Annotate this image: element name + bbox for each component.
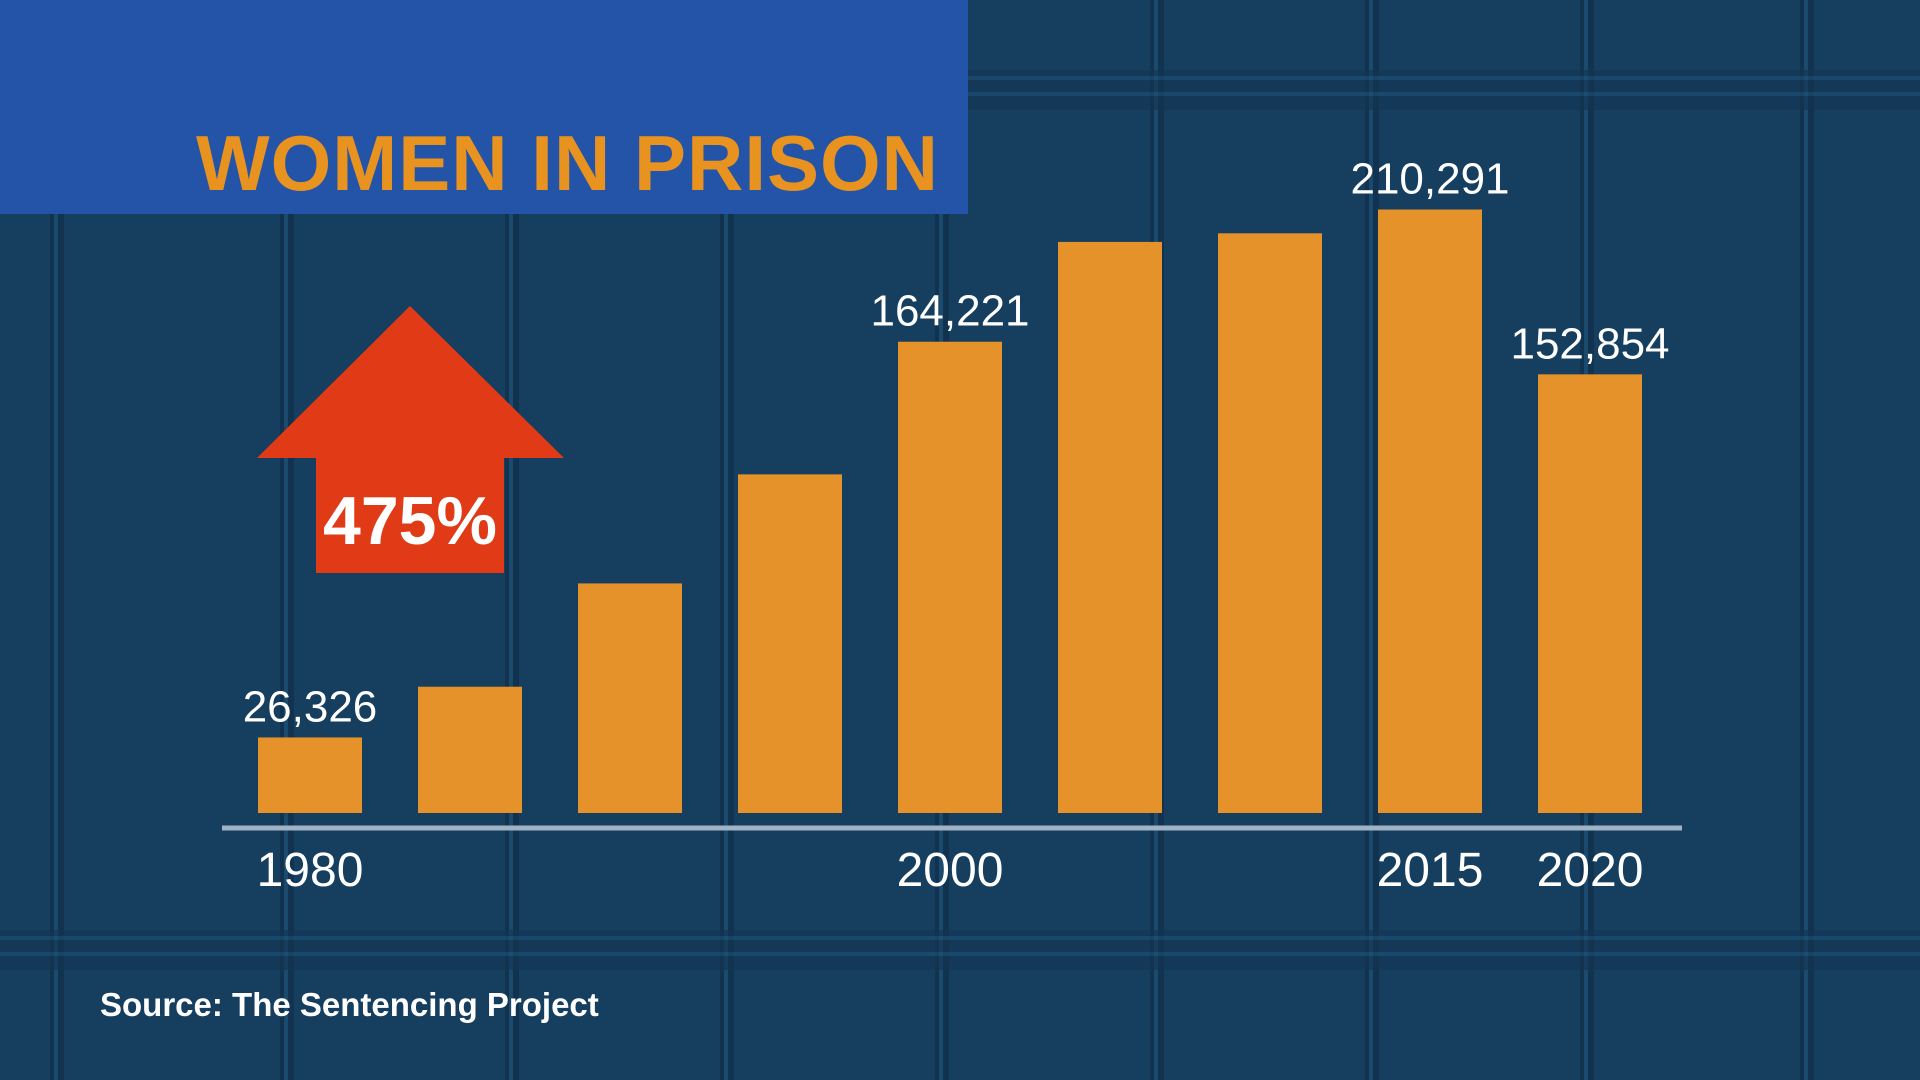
up-arrow-icon bbox=[257, 306, 564, 573]
x-tick-label-2020: 2020 bbox=[1537, 844, 1644, 897]
plaid-stripe-vertical bbox=[1800, 0, 1814, 1080]
x-tick-label-2015: 2015 bbox=[1377, 844, 1484, 897]
data-label-1980: 26,326 bbox=[243, 682, 378, 731]
plaid-stripe-vertical bbox=[1365, 0, 1379, 1080]
x-tick-group: 1980 2000 2015 2020 bbox=[257, 844, 1644, 897]
bar-2015 bbox=[1378, 209, 1482, 813]
data-label-2015: 210,291 bbox=[1350, 155, 1509, 204]
plaid-stripe-vertical bbox=[50, 0, 64, 1080]
bar-1985 bbox=[418, 686, 522, 813]
chart-title: WOMEN IN PRISON bbox=[196, 119, 940, 207]
plaid-stripe-horizontal bbox=[0, 930, 1920, 970]
bar-2010 bbox=[1218, 233, 1322, 813]
bar-group bbox=[258, 209, 1642, 814]
increase-arrow: 475% bbox=[257, 306, 564, 573]
bar-2020 bbox=[1538, 374, 1642, 813]
data-label-group: 26,326 164,221 210,291 152,854 bbox=[243, 155, 1670, 732]
x-tick-label-2000: 2000 bbox=[897, 844, 1004, 897]
bar-2000 bbox=[898, 341, 1002, 813]
data-label-2020: 152,854 bbox=[1510, 319, 1669, 368]
bar-2005 bbox=[1058, 241, 1162, 814]
plaid-stripe-vertical bbox=[720, 0, 734, 1080]
source-note: Source: The Sentencing Project bbox=[100, 986, 599, 1023]
bar-1980 bbox=[258, 737, 362, 813]
data-label-2000: 164,221 bbox=[870, 287, 1029, 336]
increase-label: 475% bbox=[323, 483, 497, 559]
bar-1995 bbox=[738, 474, 842, 813]
x-tick-label-1980: 1980 bbox=[257, 844, 364, 897]
title-band bbox=[0, 0, 968, 214]
bar-1990 bbox=[578, 583, 682, 813]
